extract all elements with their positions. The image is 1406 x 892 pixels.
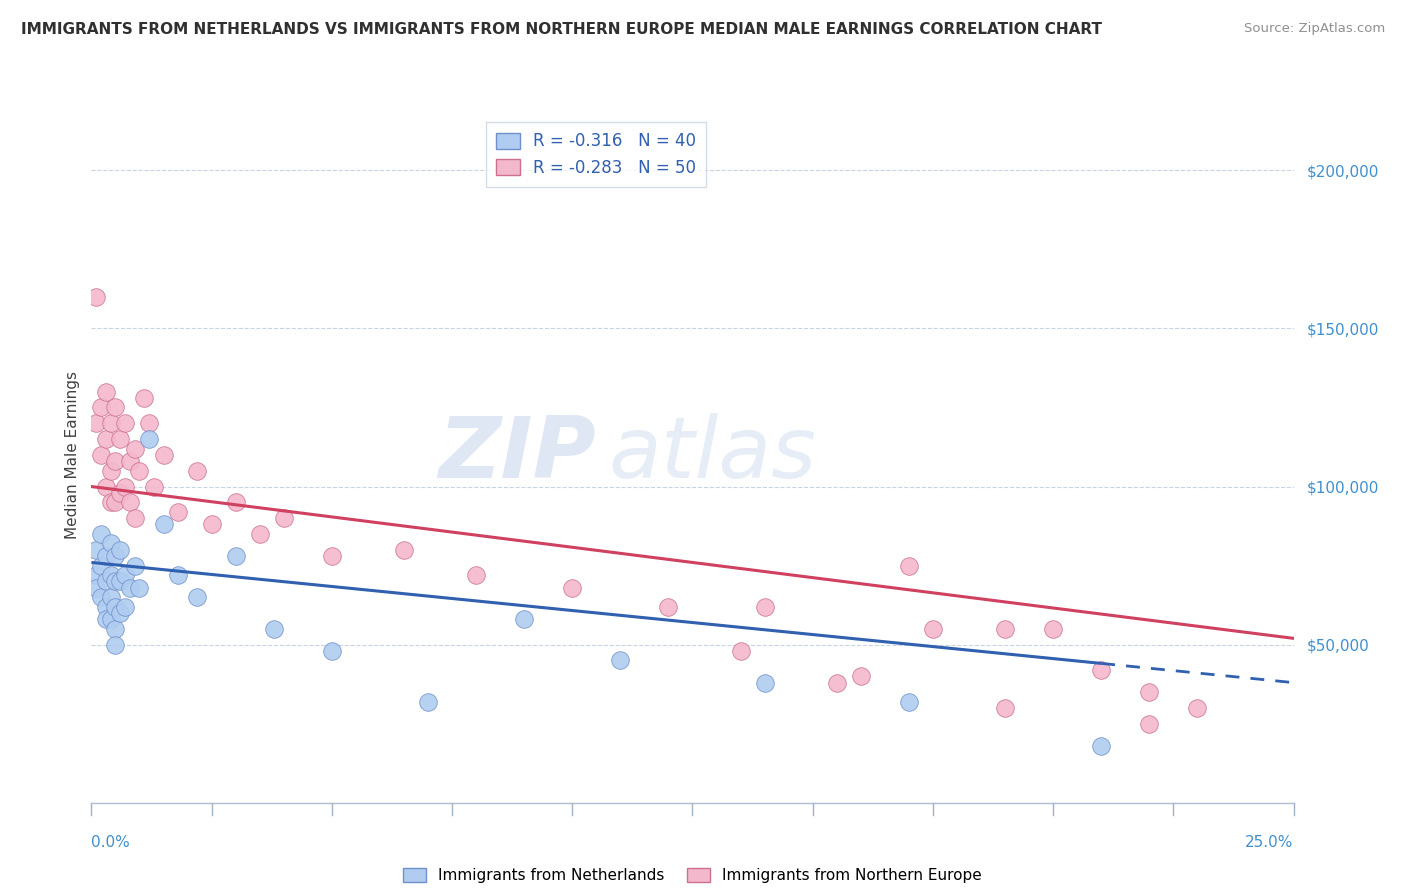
Point <box>138 432 160 446</box>
Point <box>152 448 174 462</box>
Point <box>104 599 127 614</box>
Point <box>114 568 136 582</box>
Point <box>201 517 224 532</box>
Point <box>416 695 439 709</box>
Point <box>94 574 117 589</box>
Point <box>110 486 132 500</box>
Point <box>392 542 415 557</box>
Point <box>90 558 112 573</box>
Point <box>1137 716 1160 731</box>
Y-axis label: Median Male Earnings: Median Male Earnings <box>65 371 80 539</box>
Point <box>84 290 107 304</box>
Point <box>1042 622 1064 636</box>
Point <box>167 505 190 519</box>
Point <box>84 417 107 431</box>
Point <box>118 495 141 509</box>
Point <box>110 606 132 620</box>
Point <box>100 495 122 509</box>
Point <box>321 549 343 563</box>
Point <box>104 454 127 468</box>
Point <box>134 391 156 405</box>
Point <box>100 568 122 582</box>
Point <box>100 591 122 605</box>
Point <box>249 527 271 541</box>
Point <box>609 653 631 667</box>
Point <box>94 549 117 563</box>
Point <box>124 442 146 456</box>
Point <box>825 675 848 690</box>
Point <box>100 612 122 626</box>
Point <box>142 479 165 493</box>
Point <box>84 542 107 557</box>
Point <box>110 574 132 589</box>
Point <box>114 479 136 493</box>
Text: 0.0%: 0.0% <box>91 836 131 850</box>
Point <box>922 622 945 636</box>
Point <box>90 401 112 415</box>
Point <box>186 591 208 605</box>
Point <box>94 612 117 626</box>
Point <box>114 417 136 431</box>
Point <box>100 536 122 550</box>
Point <box>100 417 122 431</box>
Point <box>657 599 679 614</box>
Point <box>849 669 872 683</box>
Point <box>90 448 112 462</box>
Point <box>104 638 127 652</box>
Text: Source: ZipAtlas.com: Source: ZipAtlas.com <box>1244 22 1385 36</box>
Point <box>513 612 536 626</box>
Point <box>124 558 146 573</box>
Point <box>1090 739 1112 753</box>
Point <box>186 464 208 478</box>
Text: IMMIGRANTS FROM NETHERLANDS VS IMMIGRANTS FROM NORTHERN EUROPE MEDIAN MALE EARNI: IMMIGRANTS FROM NETHERLANDS VS IMMIGRANT… <box>21 22 1102 37</box>
Point <box>1090 663 1112 677</box>
Point <box>94 384 117 399</box>
Text: ZIP: ZIP <box>439 413 596 497</box>
Point <box>118 454 141 468</box>
Point <box>104 549 127 563</box>
Point <box>94 432 117 446</box>
Point <box>100 464 122 478</box>
Point <box>321 644 343 658</box>
Point <box>1187 701 1209 715</box>
Point <box>128 581 150 595</box>
Point <box>128 464 150 478</box>
Text: 25.0%: 25.0% <box>1246 836 1294 850</box>
Point <box>104 574 127 589</box>
Point <box>225 495 247 509</box>
Point <box>90 527 112 541</box>
Point <box>465 568 488 582</box>
Point <box>84 581 107 595</box>
Point <box>897 558 920 573</box>
Point <box>897 695 920 709</box>
Point <box>167 568 190 582</box>
Point <box>225 549 247 563</box>
Point <box>152 517 174 532</box>
Point <box>104 401 127 415</box>
Point <box>94 599 117 614</box>
Point <box>994 622 1017 636</box>
Point <box>273 511 295 525</box>
Point <box>754 599 776 614</box>
Point <box>994 701 1017 715</box>
Point <box>94 479 117 493</box>
Point <box>1137 685 1160 699</box>
Point <box>84 568 107 582</box>
Legend: R = -0.316   N = 40, R = -0.283   N = 50: R = -0.316 N = 40, R = -0.283 N = 50 <box>486 122 706 186</box>
Point <box>730 644 752 658</box>
Point <box>104 495 127 509</box>
Point <box>110 432 132 446</box>
Point <box>90 591 112 605</box>
Point <box>124 511 146 525</box>
Point <box>118 581 141 595</box>
Point <box>138 417 160 431</box>
Point <box>263 622 285 636</box>
Point <box>114 599 136 614</box>
Text: atlas: atlas <box>609 413 817 497</box>
Point <box>110 542 132 557</box>
Point <box>104 622 127 636</box>
Point <box>754 675 776 690</box>
Point <box>561 581 583 595</box>
